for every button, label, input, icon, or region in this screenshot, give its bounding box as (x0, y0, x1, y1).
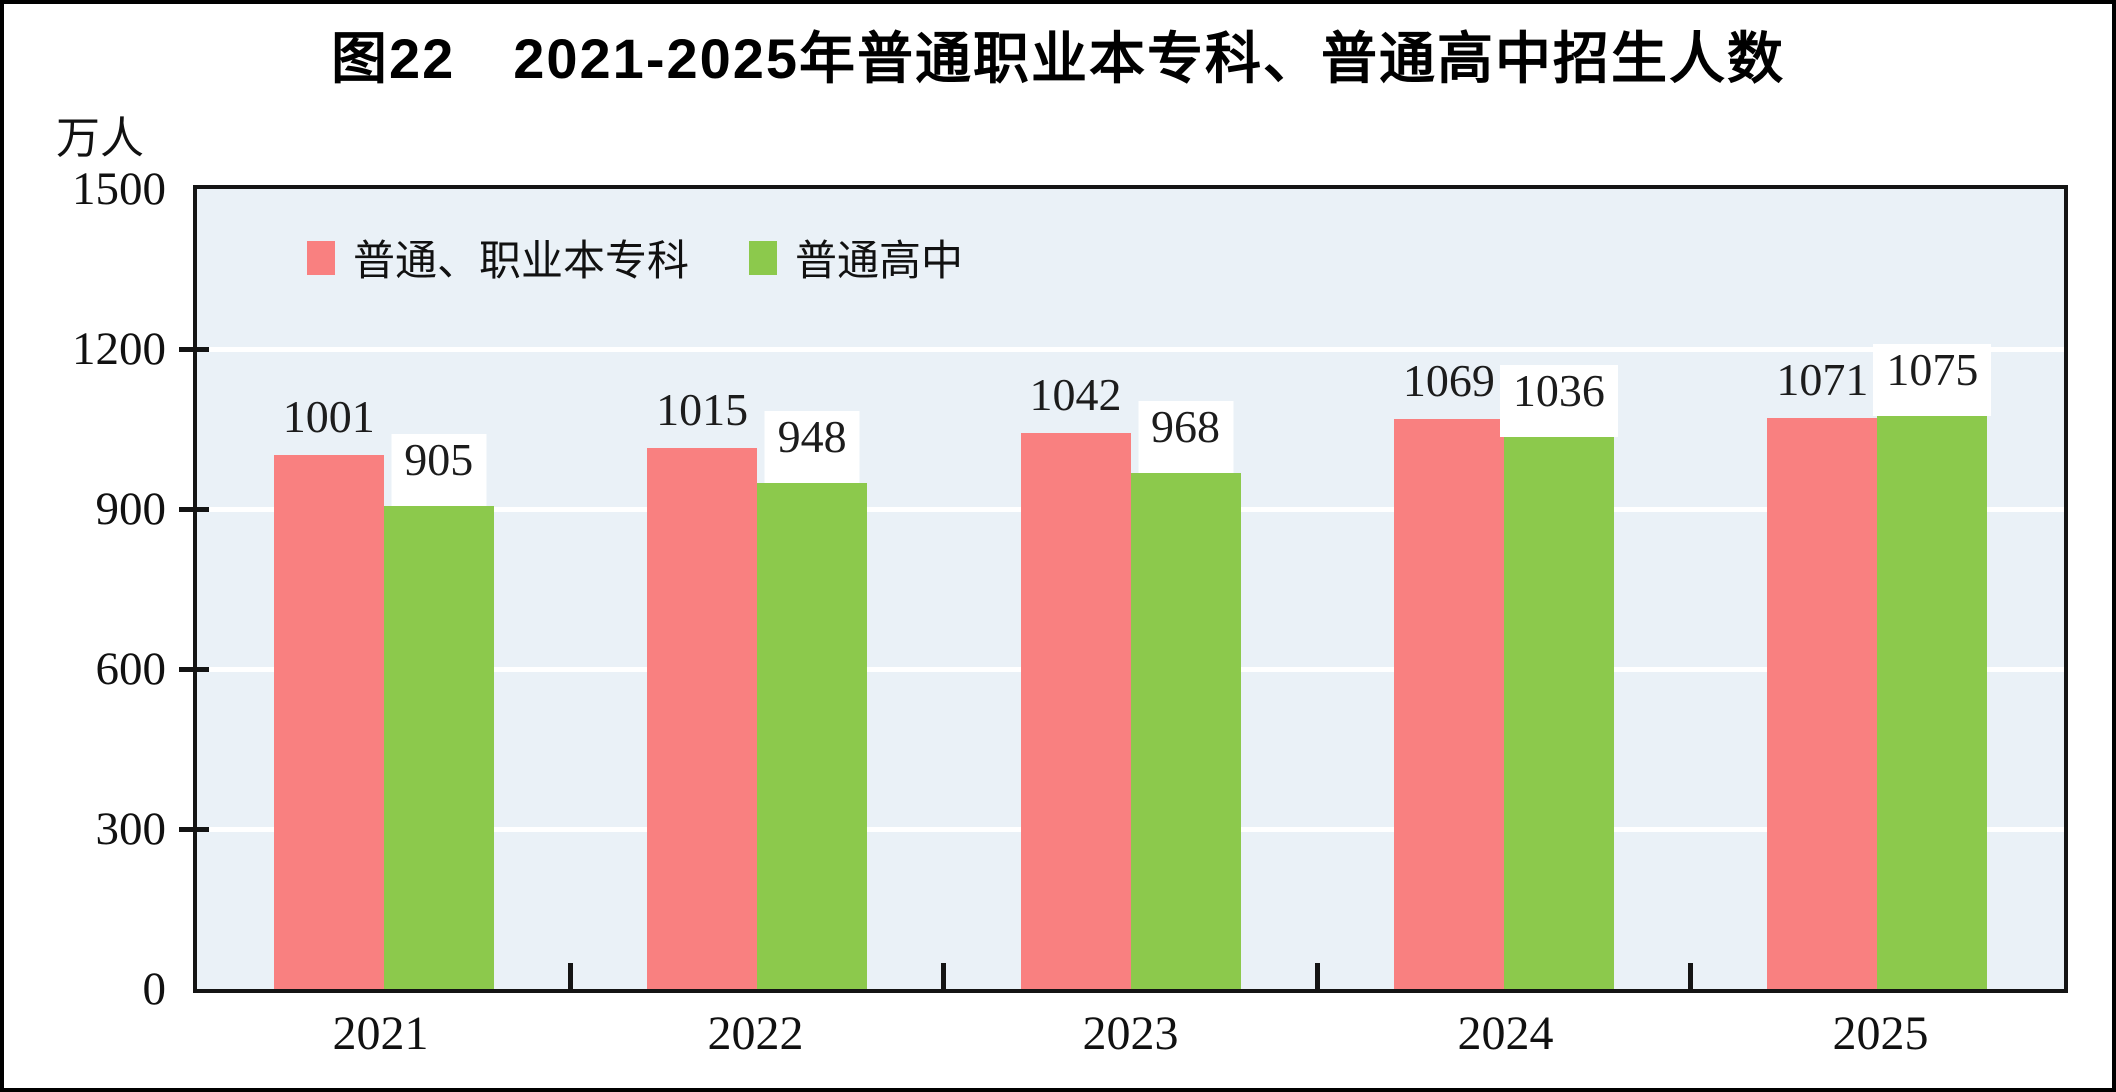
gridline (197, 346, 2064, 352)
y-axis-tick-label: 900 (95, 483, 167, 535)
legend-item-benzhuanke: 普通、职业本专科 (307, 227, 689, 288)
bar-gaozhong-2025: 1075 (1873, 343, 1992, 989)
bar-group-2024: 1069 1036 (1317, 189, 1690, 989)
bar-gaozhong-2021: 905 (383, 434, 494, 989)
x-axis: 2021 2022 2023 2024 2025 (193, 1006, 2068, 1061)
bars-layer: 1001 905 1015 948 1042 968 1069 1036 1071 1075 (197, 189, 2064, 989)
bar-group-2025: 1071 1075 (1691, 189, 2064, 989)
x-axis-label-2024: 2024 (1457, 1007, 1554, 1060)
value-label-gaozhong-2023: 968 (1138, 400, 1234, 473)
bar-gaozhong-2022: 948 (757, 411, 868, 989)
y-tick-mark (179, 826, 209, 832)
value-label-gaozhong-2022: 948 (764, 411, 860, 484)
value-label-benzhuanke-2021: 1001 (282, 391, 375, 443)
value-label-benzhuanke-2023: 1042 (1029, 369, 1122, 421)
bar-benzhuanke-2024: 1069 (1393, 355, 1504, 989)
value-label-gaozhong-2021: 905 (391, 434, 487, 507)
bar-gaozhong-2024: 1036 (1499, 364, 1618, 989)
x-tick-mark (567, 963, 573, 989)
y-tick-mark (179, 506, 209, 512)
y-axis-tick-label: 600 (95, 643, 167, 695)
value-label-benzhuanke-2025: 1071 (1776, 353, 1869, 405)
legend-swatch-gaozhong (749, 240, 778, 275)
bar-benzhuanke-2023: 1042 (1020, 369, 1131, 989)
y-axis-unit-label: 万人 (56, 114, 144, 163)
legend-swatch-benzhuanke (307, 240, 335, 275)
y-tick-mark (179, 666, 209, 672)
bar-group-2022: 1015 948 (570, 189, 943, 989)
x-tick-mark (941, 963, 947, 989)
bar-gaozhong-2023: 968 (1130, 400, 1241, 989)
x-axis-label-2022: 2022 (707, 1007, 804, 1060)
y-axis-tick-label: 1200 (72, 323, 166, 375)
y-axis-tick-label: 1500 (72, 163, 166, 215)
value-label-gaozhong-2024: 1036 (1499, 364, 1618, 437)
value-label-benzhuanke-2024: 1069 (1402, 354, 1495, 406)
legend-label-benzhuanke: 普通、职业本专科 (353, 239, 690, 285)
x-tick-mark (1314, 963, 1320, 989)
value-label-gaozhong-2025: 1075 (1873, 343, 1992, 416)
y-axis-tick-label: 0 (142, 963, 167, 1015)
bar-benzhuanke-2021: 1001 (273, 391, 384, 989)
chart-title: 图22 2021-2025年普通职业本专科、普通高中招生人数 (330, 27, 1786, 90)
x-tick-mark (1688, 963, 1694, 989)
legend-label-gaozhong: 普通高中 (795, 239, 964, 285)
x-axis-label-2025: 2025 (1832, 1007, 1929, 1060)
value-label-benzhuanke-2022: 1015 (656, 383, 749, 435)
bar-benzhuanke-2025: 1071 (1767, 354, 1878, 989)
x-axis-label-2023: 2023 (1082, 1007, 1179, 1060)
x-axis-label-2021: 2021 (332, 1007, 429, 1060)
y-axis-tick-label: 300 (95, 803, 167, 855)
legend-item-gaozhong: 普通高中 (749, 227, 963, 288)
legend: 普通、职业本专科 普通高中 (307, 227, 963, 288)
bar-group-2023: 1042 968 (944, 189, 1317, 989)
y-tick-mark (179, 346, 209, 352)
plot-area: 1001 905 1015 948 1042 968 1069 1036 1071 1075 普通… (193, 185, 2068, 993)
bar-benzhuanke-2022: 1015 (647, 384, 758, 989)
bar-group-2021: 1001 905 (197, 189, 570, 989)
